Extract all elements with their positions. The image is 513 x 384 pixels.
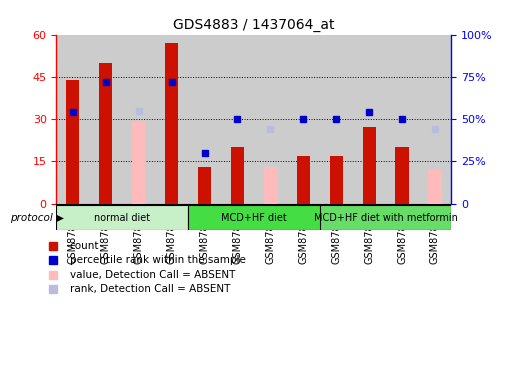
Bar bbox=[353, 35, 386, 204]
Bar bbox=[56, 35, 89, 204]
Text: count: count bbox=[70, 241, 100, 251]
Bar bbox=[221, 35, 254, 204]
Bar bbox=[287, 35, 320, 204]
Text: value, Detection Call = ABSENT: value, Detection Call = ABSENT bbox=[70, 270, 235, 280]
Bar bbox=[231, 147, 244, 204]
Bar bbox=[363, 127, 376, 204]
Title: GDS4883 / 1437064_at: GDS4883 / 1437064_at bbox=[173, 18, 334, 32]
Bar bbox=[66, 79, 80, 204]
Bar bbox=[428, 170, 442, 204]
Bar bbox=[320, 35, 353, 204]
Bar bbox=[89, 35, 122, 204]
Bar bbox=[297, 156, 310, 204]
Bar bbox=[419, 35, 451, 204]
Bar bbox=[254, 35, 287, 204]
Bar bbox=[56, 205, 188, 230]
Text: protocol ▶: protocol ▶ bbox=[10, 213, 64, 223]
Text: percentile rank within the sample: percentile rank within the sample bbox=[70, 255, 246, 265]
Bar bbox=[198, 167, 211, 204]
Bar bbox=[188, 35, 221, 204]
Bar bbox=[386, 35, 419, 204]
Bar bbox=[188, 205, 320, 230]
Bar bbox=[165, 43, 178, 204]
Text: normal diet: normal diet bbox=[94, 213, 150, 223]
Bar bbox=[99, 63, 112, 204]
Bar bbox=[396, 147, 409, 204]
Text: MCD+HF diet: MCD+HF diet bbox=[221, 213, 287, 223]
Bar bbox=[132, 122, 145, 204]
Text: MCD+HF diet with metformin: MCD+HF diet with metformin bbox=[313, 213, 458, 223]
Bar bbox=[264, 167, 277, 204]
Bar bbox=[320, 205, 451, 230]
Bar bbox=[122, 35, 155, 204]
Text: rank, Detection Call = ABSENT: rank, Detection Call = ABSENT bbox=[70, 284, 230, 294]
Bar bbox=[155, 35, 188, 204]
Bar bbox=[330, 156, 343, 204]
